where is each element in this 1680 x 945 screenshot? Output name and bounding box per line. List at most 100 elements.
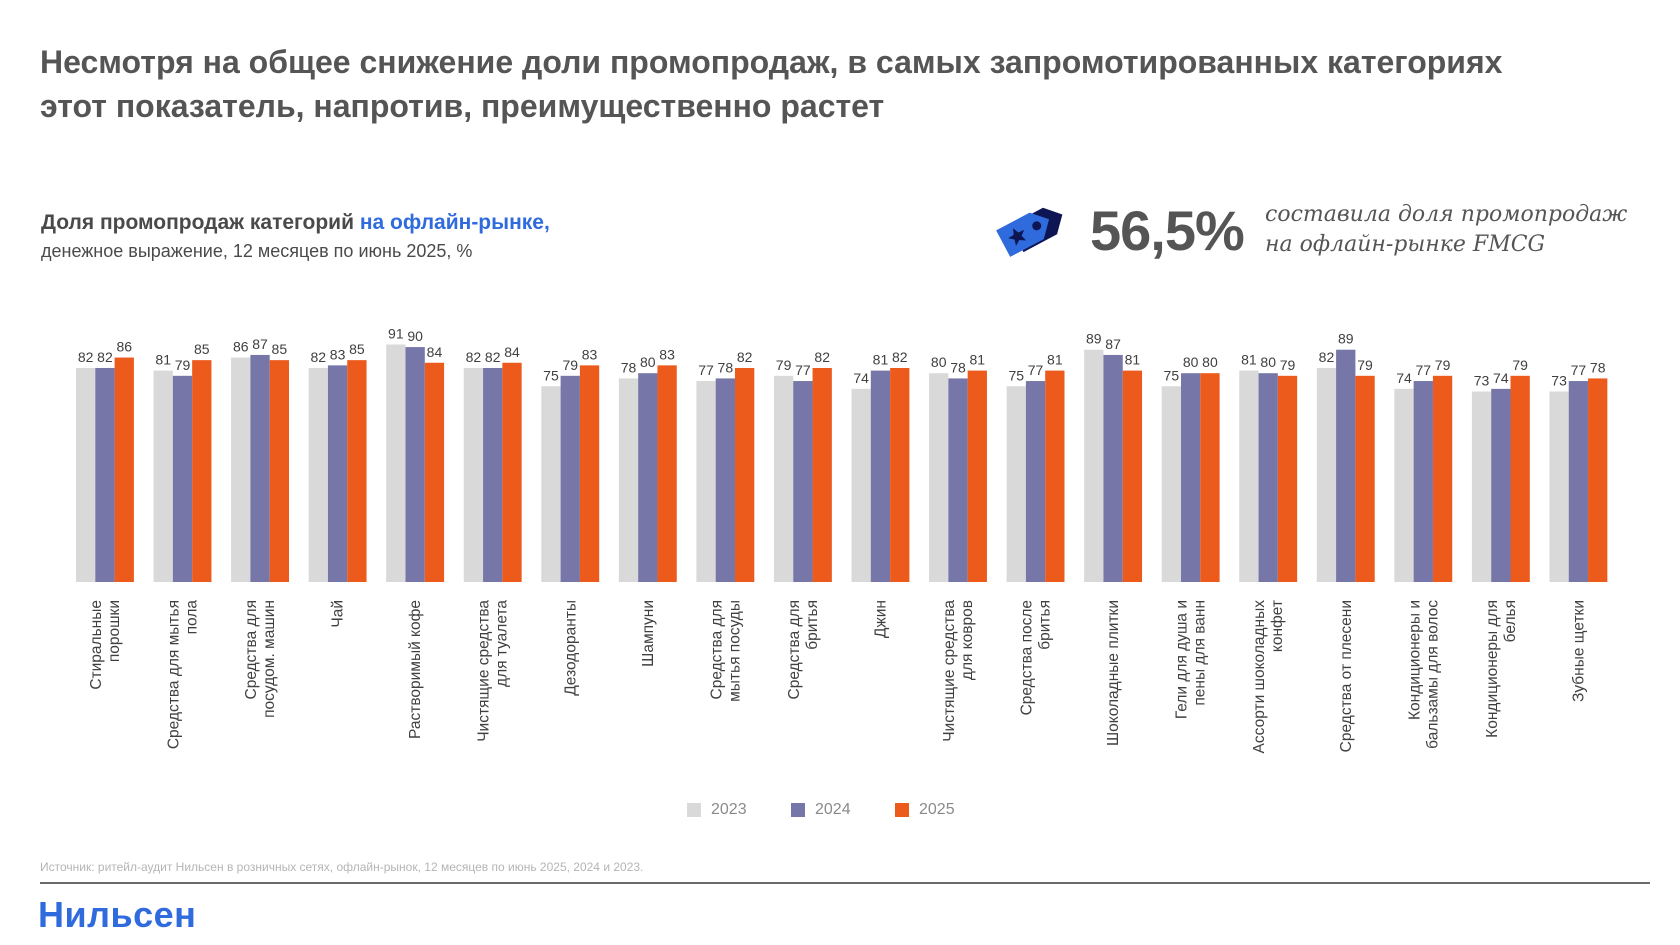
category-label-line: бритья	[1037, 600, 1054, 650]
category-label-line: Кондиционеры для	[1484, 600, 1501, 738]
category-label-line: Средства после	[1019, 600, 1036, 715]
category-label-line: Кондиционеры и	[1406, 600, 1423, 720]
category-label-line: Чистящие средства	[476, 600, 493, 742]
bar-2024	[327, 365, 348, 582]
category-label-line: Зубные щетки	[1570, 600, 1587, 702]
bar-2023	[1161, 386, 1181, 582]
category-label: Ассорти шоколадныхконфет	[1251, 600, 1286, 754]
category-label-line: Средства для мытья	[166, 600, 183, 749]
bar-group: 81 80 79	[1239, 352, 1298, 582]
bar-2025	[812, 367, 832, 582]
category-label-line: Шампуни	[640, 600, 657, 667]
category-label: Средства от плесени	[1338, 600, 1355, 752]
data-label-2025: 85	[194, 341, 210, 357]
data-label-2024: 77	[1416, 362, 1432, 378]
data-label-2025: 82	[814, 349, 830, 365]
category-label-line: Гели для душа и	[1174, 600, 1191, 719]
bar-2023	[851, 388, 871, 582]
chart-legend: 2023 2024 2025	[687, 801, 999, 819]
bar-2025	[890, 367, 910, 582]
data-label-2023: 74	[853, 370, 869, 386]
category-label-line: Шоколадные плитки	[1105, 600, 1122, 746]
category-label-line: белья	[1502, 600, 1519, 642]
bar-2025	[269, 360, 289, 582]
category-label: Средства дляпосудом. машин	[243, 600, 278, 718]
bar-2025	[579, 365, 600, 582]
bar-2025	[1510, 375, 1530, 582]
legend-item-2023: 2023	[687, 801, 791, 819]
kpi-value: 56,5%	[1090, 199, 1245, 262]
chart-title-main: Доля промопродаж категорий	[41, 211, 360, 234]
data-label-2025: 84	[427, 344, 443, 360]
legend-item-2024: 2024	[791, 801, 895, 819]
category-label: Средства послебритья	[1019, 600, 1054, 715]
bar-2023	[1316, 367, 1337, 582]
data-label-2025: 85	[349, 341, 365, 357]
bar-group: 82 82 84	[463, 344, 522, 582]
data-label-2025: 79	[1435, 357, 1451, 373]
data-label-2024: 89	[1338, 331, 1354, 347]
category-label: Чистящие средствадля ковров	[941, 600, 976, 742]
data-label-2024: 82	[485, 349, 501, 365]
data-label-2023: 82	[1319, 349, 1335, 365]
data-label-2025: 83	[659, 346, 675, 362]
category-label-line: для туалета	[494, 600, 511, 687]
bar-2025	[735, 367, 755, 582]
bar-2023	[386, 344, 406, 582]
category-label-line: Растворимый кофе	[407, 600, 424, 739]
category-label-line: Средства для	[708, 600, 725, 699]
category-label: Гели для душа ипены для ванн	[1174, 600, 1209, 719]
data-label-2024: 80	[1260, 354, 1276, 370]
category-label-line: Дезодоранты	[562, 600, 579, 696]
category-label: Джин	[872, 600, 889, 638]
category-label: Чистящие средствадля туалета	[476, 600, 511, 742]
bar-group: 78 80 83	[618, 346, 677, 582]
kpi-text-line1: составила доля промопродаж	[1265, 202, 1628, 227]
bar-2024	[948, 378, 968, 582]
bar-2025	[967, 370, 987, 582]
data-label-2025: 81	[970, 352, 986, 368]
bar-2023	[773, 375, 794, 582]
bar-2025	[1432, 375, 1453, 582]
page-title: Несмотря на общее снижение доли промопро…	[40, 44, 1503, 124]
category-label-line: Джин	[872, 600, 889, 638]
data-label-2024: 81	[873, 352, 889, 368]
bar-2023	[1006, 386, 1026, 582]
data-label-2023: 79	[776, 357, 792, 373]
data-label-2025: 79	[1512, 357, 1528, 373]
data-label-2025: 79	[1280, 357, 1296, 373]
category-label-line: Чистящие средства	[941, 600, 958, 742]
data-label-2024: 79	[175, 357, 191, 373]
bar-2024	[1336, 349, 1356, 582]
data-label-2024: 78	[718, 359, 734, 375]
bar-2023	[76, 367, 96, 582]
bar-2023	[308, 367, 328, 582]
bar-2023	[1084, 349, 1104, 582]
data-label-2024: 78	[950, 359, 966, 375]
category-label-line: Средства от плесени	[1338, 600, 1355, 752]
data-label-2023: 75	[1164, 367, 1180, 383]
source-note: Источник: ритейл-аудит Нильсен в розничн…	[40, 860, 644, 874]
category-label: Средства для мытьяпола	[166, 600, 201, 750]
bar-group: 82 83 85	[308, 341, 367, 582]
category-label-line: Стиральные	[88, 600, 105, 690]
category-label-line: Средства для	[243, 600, 260, 699]
category-label: Средства длямытья посуды	[708, 600, 743, 702]
legend-swatch-2024	[791, 803, 805, 817]
category-label: Стиральныепорошки	[88, 600, 123, 690]
bar-2023	[541, 386, 561, 582]
legend-label-2025: 2025	[919, 801, 955, 818]
legend-label-2024: 2024	[815, 801, 851, 818]
data-label-2025: 83	[582, 346, 598, 362]
data-label-2025: 82	[892, 349, 908, 365]
category-label: Растворимый кофе	[407, 600, 424, 739]
data-label-2024: 80	[640, 354, 656, 370]
